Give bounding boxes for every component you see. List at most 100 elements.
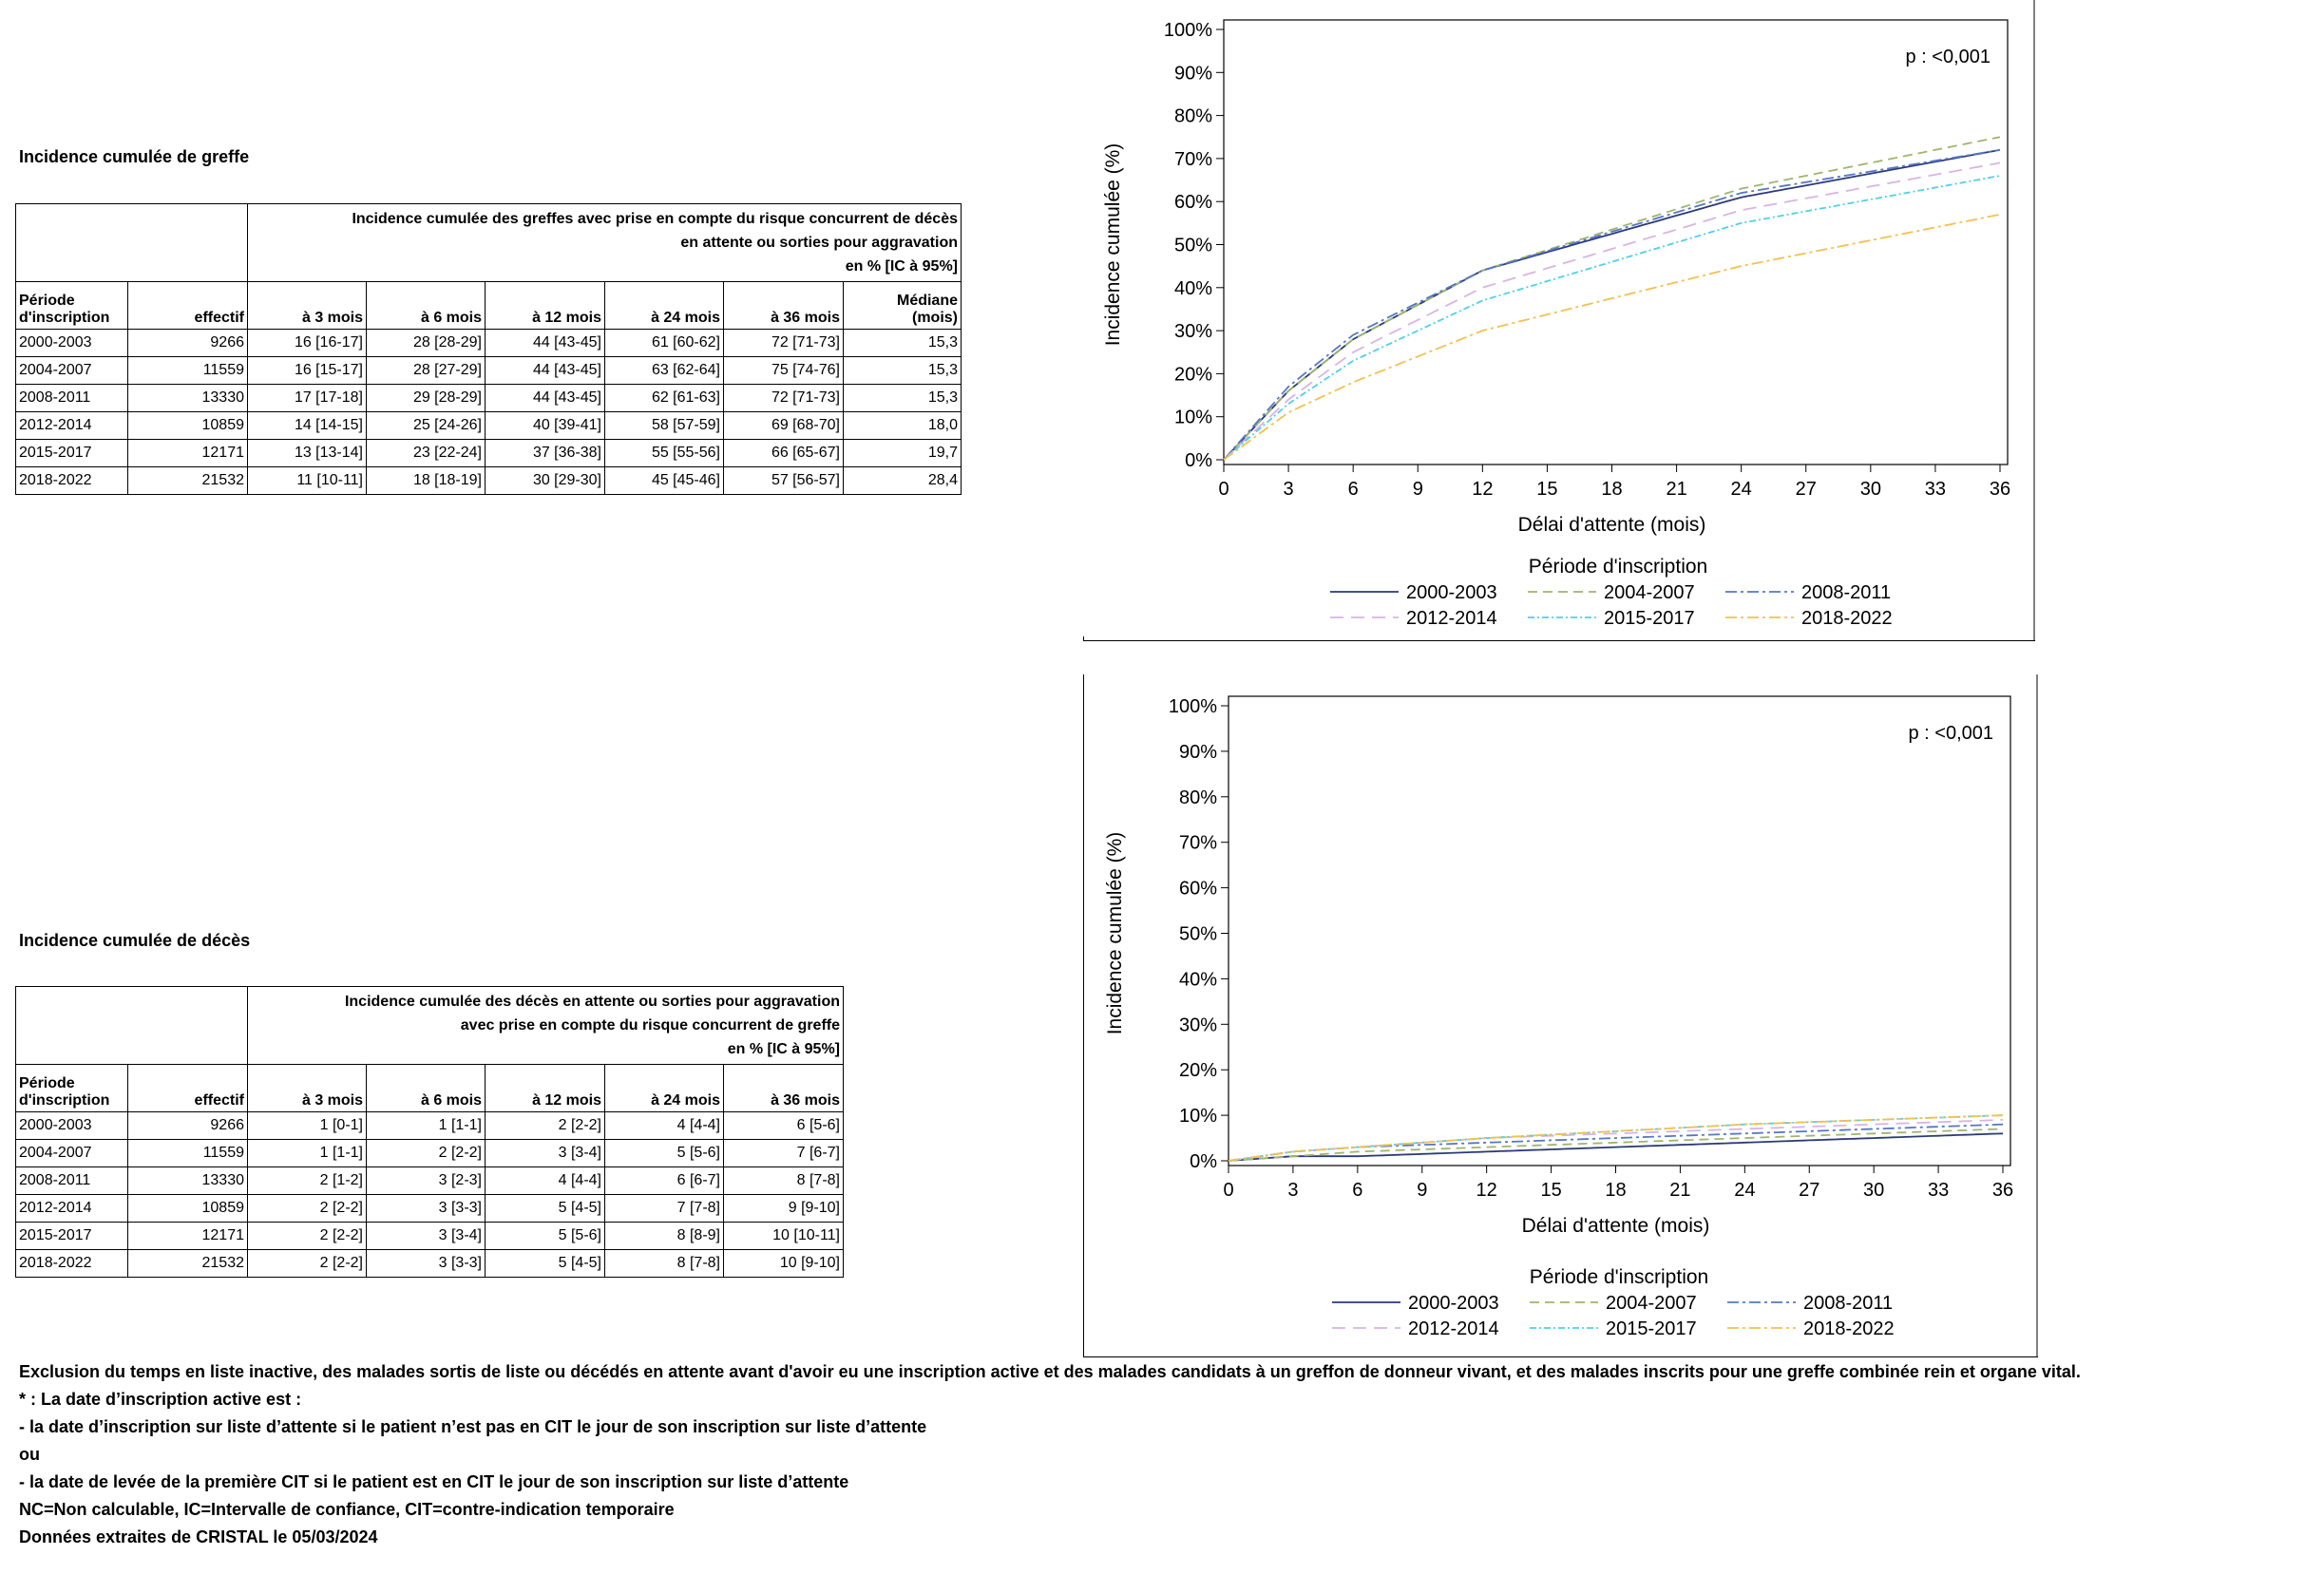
value-cell: 6 [6-7] [604,1166,724,1195]
table-row: 2018-2022 21532 2 [2-2] 3 [3-3] 5 [4-5] 8 [7-… [15,1249,844,1278]
x-tick-label: 18 [1601,479,1622,500]
series-line-2012-2014 [1228,1119,2004,1162]
y-tick-label: 70% [1174,149,1212,170]
x-tick-label: 12 [1472,479,1493,500]
value-cell: 4 [4-4] [485,1166,605,1195]
effectif-cell: 10859 [127,411,248,440]
value-cell: 61 [60-62] [604,329,724,357]
value-cell: 69 [68-70] [723,411,844,440]
plot-area [1223,19,2009,465]
x-tick-label: 27 [1796,479,1817,500]
value-cell: 2 [2-2] [485,1111,605,1140]
table-row: 2018-2022 21532 11 [10-11] 18 [18-19] 30 [29… [15,466,962,495]
value-cell: 7 [7-8] [604,1194,724,1223]
deces-table: Incidence cumulée des décès en attente o… [15,986,844,1278]
x-tick-label: 36 [1990,479,2010,500]
col-header-36m: à 36 mois [723,281,844,330]
x-tick-label: 18 [1605,1180,1626,1201]
effectif-cell: 21532 [127,1249,248,1278]
value-cell: 18,0 [843,411,962,440]
table-corner [15,203,248,282]
legend-label: 2012-2014 [1408,1318,1499,1339]
y-axis-label: Incidence cumulée (%) [1102,143,1124,347]
value-cell: 3 [3-4] [366,1222,486,1250]
legend-label: 2000-2003 [1406,582,1497,603]
series-line-2015-2017 [1223,175,2001,461]
series-line-2004-2007 [1228,1128,2004,1162]
value-cell: 17 [17-18] [247,384,367,412]
footnote-line: - la date d’inscription sur liste d’atte… [19,1417,927,1436]
value-cell: 1 [0-1] [247,1111,367,1140]
table-corner [15,986,248,1065]
y-tick-label: 10% [1179,1106,1217,1127]
table-row: 2008-2011 13330 17 [17-18] 29 [28-29] 44 [43… [15,384,962,412]
value-cell: 16 [16-17] [247,329,367,357]
p-value-annotation: p : <0,001 [1908,723,1993,744]
value-cell: 15,3 [843,384,962,412]
y-tick-label: 20% [1174,364,1212,385]
effectif-cell: 10859 [127,1194,248,1223]
value-cell: 28,4 [843,466,962,495]
table-row: 2008-2011 13330 2 [1-2] 3 [2-3] 4 [4-4] 6 [6-… [15,1166,844,1195]
effectif-cell: 13330 [127,1166,248,1195]
series-line-2008-2011 [1223,148,2001,461]
x-axis-label: Délai d'attente (mois) [1518,514,1706,536]
footnote-line: Exclusion du temps en liste inactive, de… [19,1362,2081,1381]
y-tick-label: 60% [1174,192,1212,213]
value-cell: 10 [9-10] [723,1249,844,1278]
table-row: 2004-2007 11559 1 [1-1] 2 [2-2] 3 [3-4] 5 [5-… [15,1139,844,1167]
legend-label: 2012-2014 [1406,608,1497,629]
header-line: avec prise en compte du risque concurren… [460,1017,840,1034]
x-tick-label: 30 [1863,1180,1884,1201]
x-tick-label: 21 [1669,1180,1690,1201]
value-cell: 16 [15-17] [247,356,367,385]
value-cell: 8 [7-8] [723,1166,844,1195]
x-tick-label: 0 [1223,1180,1233,1201]
x-tick-label: 30 [1860,479,1881,500]
table-row: 2000-2003 9266 1 [0-1] 1 [1-1] 2 [2-2] 4 [4-4… [15,1111,844,1140]
x-tick-label: 6 [1352,1180,1362,1201]
value-cell: 3 [3-4] [485,1139,605,1167]
legend-label: 2008-2011 [1803,1293,1893,1314]
value-cell: 1 [1-1] [366,1111,486,1140]
value-cell: 1 [1-1] [247,1139,367,1167]
period-cell: 2015-2017 [15,439,128,467]
value-cell: 9 [9-10] [723,1194,844,1223]
period-cell: 2015-2017 [15,1222,128,1250]
header-line: en % [IC à 95%] [727,1041,840,1057]
table-row: 2015-2017 12171 13 [13-14] 23 [22-24] 37 [36… [15,439,962,467]
period-cell: 2012-2014 [15,1194,128,1223]
value-cell: 3 [3-3] [366,1194,486,1223]
x-tick-label: 12 [1476,1180,1497,1201]
period-cell: 2000-2003 [15,1111,128,1140]
series-line-2018-2022 [1228,1114,2004,1162]
y-tick-label: 70% [1179,833,1217,854]
table-row: 2015-2017 12171 2 [2-2] 3 [3-4] 5 [5-6] 8 [8-… [15,1222,844,1250]
value-cell: 75 [74-76] [723,356,844,385]
x-axis-label: Délai d'attente (mois) [1522,1215,1710,1237]
col-header-3m: à 3 mois [247,281,367,330]
legend-label: 2015-2017 [1606,1318,1697,1339]
value-cell: 3 [3-3] [366,1249,486,1278]
y-axis-label: Incidence cumulée (%) [1104,832,1126,1035]
deces-incidence-chart: 0%10%20%30%40%50%60%70%80%90%100%0 3 6 9 12 1… [1083,674,2038,1357]
col-header-24m: à 24 mois [604,1064,724,1112]
value-cell: 72 [71-73] [723,384,844,412]
legend-title: Période d'inscription [1529,556,1707,578]
y-tick-label: 100% [1169,696,1217,717]
value-cell: 40 [39-41] [485,411,605,440]
value-cell: 2 [1-2] [247,1166,367,1195]
series-line-2018-2022 [1223,213,2001,461]
col-header-12m: à 12 mois [485,281,605,330]
value-cell: 15,3 [843,356,962,385]
y-tick-label: 20% [1179,1060,1217,1081]
value-cell: 11 [10-11] [247,466,367,495]
period-cell: 2008-2011 [15,384,128,412]
header-line: Incidence cumulée des greffes avec prise… [352,211,958,227]
x-tick-label: 27 [1799,1180,1819,1201]
value-cell: 2 [2-2] [366,1139,486,1167]
value-cell: 3 [2-3] [366,1166,486,1195]
series-line-2000-2003 [1223,148,2001,461]
value-cell: 10 [10-11] [723,1222,844,1250]
x-tick-label: 9 [1413,479,1423,500]
